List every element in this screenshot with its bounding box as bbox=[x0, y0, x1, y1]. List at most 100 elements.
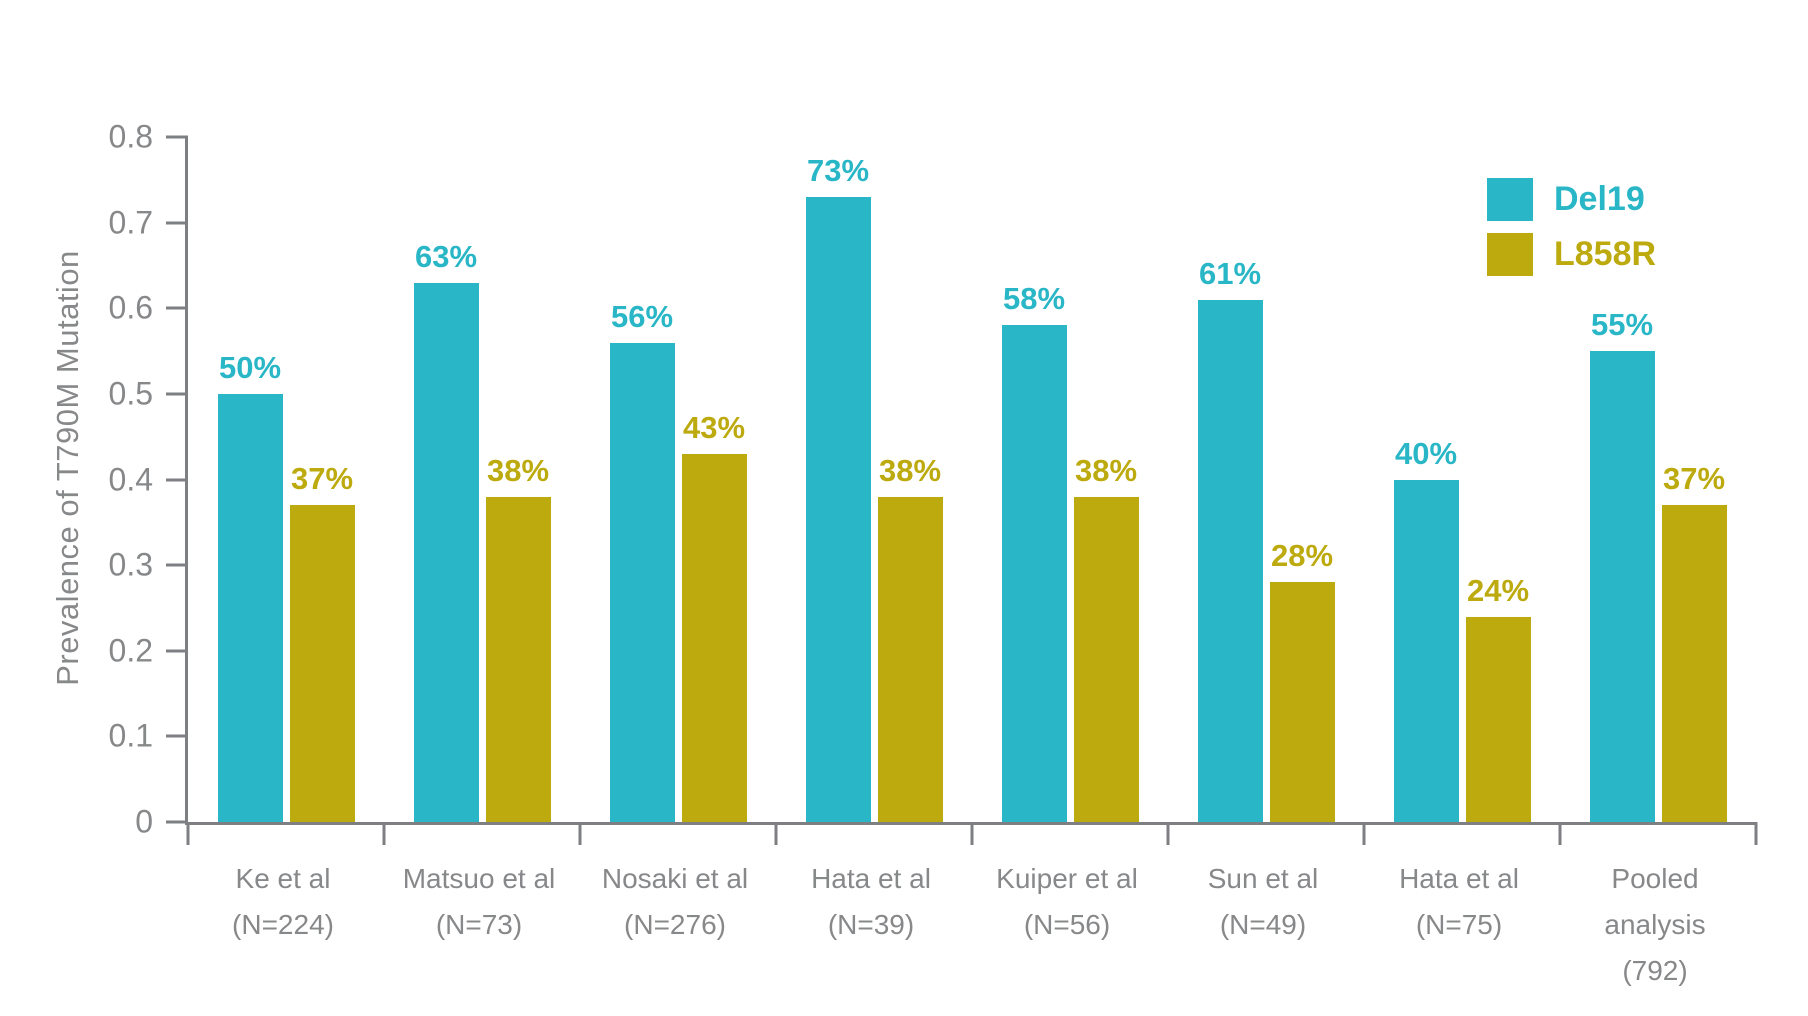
category-study: Hata et al bbox=[811, 863, 931, 894]
y-tick-label: 0.1 bbox=[108, 717, 153, 754]
category-label: Pooled analysis (792) bbox=[1557, 856, 1753, 994]
category-label: Ke et al (N=224) bbox=[185, 856, 381, 994]
bar-group: 55% 37% bbox=[1560, 137, 1756, 822]
y-tick-label: 0.8 bbox=[108, 118, 153, 155]
bar-del19: 55% bbox=[1589, 307, 1655, 822]
x-tick bbox=[1754, 822, 1758, 845]
category-n: (N=276) bbox=[624, 909, 726, 940]
category-n: (N=39) bbox=[827, 909, 915, 940]
x-tick bbox=[970, 822, 974, 845]
category-label: Nosaki et al (N=276) bbox=[577, 856, 773, 994]
bar-del19: 58% bbox=[1001, 281, 1067, 822]
y-tick-label: 0 bbox=[135, 803, 153, 840]
bar-l858r: 28% bbox=[1269, 538, 1335, 822]
category-n: (N=56) bbox=[1023, 909, 1111, 940]
x-tick bbox=[774, 822, 778, 845]
bar-value-label: 38% bbox=[1074, 452, 1138, 488]
bar-value-label: 38% bbox=[878, 452, 942, 488]
category-study: Ke et al bbox=[235, 863, 331, 894]
bar-value-label: 63% bbox=[414, 238, 478, 274]
y-tick: 0.7 bbox=[109, 204, 188, 241]
legend-swatch-l858r bbox=[1487, 233, 1533, 276]
bar-value-label: 56% bbox=[610, 298, 674, 334]
category-label: Sun et al (N=49) bbox=[1165, 856, 1361, 994]
bar-value-label: 40% bbox=[1394, 435, 1458, 471]
y-axis-title: Prevalence of T790M Mutation bbox=[50, 250, 85, 686]
category-n: (N=49) bbox=[1219, 909, 1307, 940]
bar-value-label: 37% bbox=[1662, 461, 1726, 497]
bar-value-label: 38% bbox=[486, 452, 550, 488]
category-study: Kuiper et al bbox=[996, 863, 1138, 894]
bar-value-label: 24% bbox=[1466, 572, 1530, 608]
category-n: (N=224) bbox=[232, 909, 334, 940]
category-study: Matsuo et al bbox=[402, 863, 556, 894]
legend-label: Del19 bbox=[1554, 180, 1645, 218]
y-tick: 0.4 bbox=[109, 461, 188, 498]
y-tick: 0.6 bbox=[109, 290, 188, 327]
y-axis: 0 0.1 0.2 0.3 0.4 0.5 0.6 0.7 0.8 bbox=[109, 119, 1756, 840]
bar-l858r: 38% bbox=[877, 453, 943, 822]
x-tick bbox=[382, 822, 386, 845]
bar-value-label: 58% bbox=[1002, 281, 1066, 317]
category-study: Hata et al bbox=[1399, 863, 1519, 894]
bar-value-label: 28% bbox=[1270, 538, 1334, 574]
y-tick: 0 bbox=[135, 804, 188, 841]
y-tick: 0.3 bbox=[109, 547, 188, 584]
bar-value-label: 37% bbox=[290, 461, 354, 497]
bar-del19: 50% bbox=[217, 350, 283, 822]
bar-del19: 61% bbox=[1197, 256, 1263, 822]
y-tick: 0.2 bbox=[109, 632, 188, 669]
bar-group: 58% 38% bbox=[972, 137, 1168, 822]
y-tick-mark bbox=[166, 221, 188, 225]
y-tick-label: 0.2 bbox=[108, 632, 153, 669]
y-tick-mark bbox=[166, 392, 188, 396]
bar-groups: 50% 37% 63% 38% 56% 43% 73% 38% 58% 38% 61% 28% 40% 2… bbox=[188, 137, 1756, 822]
bar-l858r: 38% bbox=[1073, 453, 1139, 822]
bar-value-label: 61% bbox=[1198, 255, 1262, 291]
x-tick bbox=[1362, 822, 1366, 845]
plot-area: 0 0.1 0.2 0.3 0.4 0.5 0.6 0.7 0.8 50% 37% 63% 38% 56… bbox=[109, 119, 1758, 845]
x-tick bbox=[186, 822, 190, 845]
x-tick bbox=[1558, 822, 1562, 845]
bar-group: 63% 38% bbox=[384, 137, 580, 822]
x-tick bbox=[1166, 822, 1170, 845]
bar-value-label: 73% bbox=[806, 152, 870, 188]
y-tick-mark bbox=[166, 563, 188, 567]
bar-del19: 56% bbox=[609, 299, 675, 822]
y-tick-mark bbox=[166, 649, 188, 653]
y-tick-label: 0.6 bbox=[108, 289, 153, 326]
bar-l858r: 43% bbox=[681, 410, 747, 822]
y-tick-label: 0.5 bbox=[108, 375, 153, 412]
x-axis-ticks bbox=[186, 137, 1758, 845]
bar-group: 50% 37% bbox=[188, 137, 384, 822]
y-tick-mark bbox=[166, 478, 188, 481]
bar-del19: 40% bbox=[1393, 436, 1459, 822]
y-tick: 0.5 bbox=[109, 375, 188, 412]
legend: Del19 L858R bbox=[1487, 178, 1656, 288]
category-label: Hata et al (N=75) bbox=[1361, 856, 1557, 994]
category-label: Matsuo et al (N=73) bbox=[381, 856, 577, 994]
category-study: Nosaki et al bbox=[601, 863, 749, 894]
y-tick-label: 0.4 bbox=[108, 461, 153, 497]
bar-del19: 63% bbox=[413, 239, 479, 822]
y-tick-mark bbox=[166, 734, 188, 738]
y-tick-mark bbox=[166, 820, 188, 824]
bar-group: 61% 28% bbox=[1168, 137, 1364, 822]
legend-label: L858R bbox=[1554, 235, 1657, 273]
bar-value-label: 43% bbox=[682, 409, 746, 445]
y-tick: 0.8 bbox=[109, 119, 188, 156]
bar-l858r: 37% bbox=[289, 461, 355, 822]
y-tick-label: 0.3 bbox=[108, 546, 153, 583]
legend-item-del19: Del19 bbox=[1487, 178, 1656, 221]
x-axis-labels: Ke et al (N=224) Matsuo et al (N=73) Nosaki … bbox=[185, 856, 1753, 994]
y-tick-label: 0.7 bbox=[108, 204, 153, 241]
bar-l858r: 38% bbox=[485, 453, 551, 822]
bar-group: 56% 43% bbox=[580, 137, 776, 822]
category-label: Hata et al (N=39) bbox=[773, 856, 969, 994]
category-study: Sun et al bbox=[1207, 863, 1319, 894]
category-n: (N=75) bbox=[1415, 909, 1503, 940]
legend-item-l858r: L858R bbox=[1487, 233, 1656, 276]
y-tick-mark bbox=[166, 306, 188, 310]
bar-l858r: 24% bbox=[1465, 573, 1531, 822]
